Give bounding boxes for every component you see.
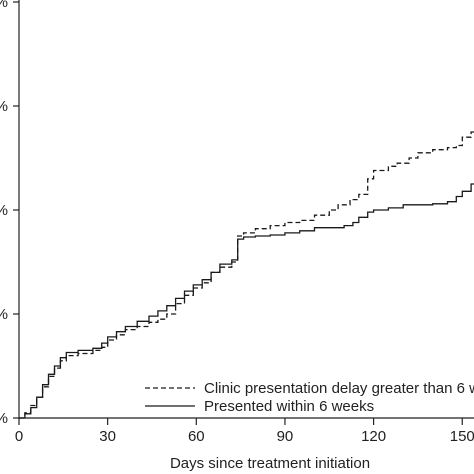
plot-frame — [18, 0, 474, 419]
x-axis-title: Days since treatment initiation — [170, 455, 370, 472]
y-tick-label: % — [0, 202, 8, 219]
x-ticks: 0 30 60 90 120 150 — [15, 418, 474, 445]
series-layer — [19, 131, 474, 419]
x-tick-label: 120 — [361, 428, 386, 445]
legend: Clinic presentation delay greater than 6… — [145, 380, 474, 415]
y-tick-label: % — [0, 410, 8, 427]
y-tick-label: % — [0, 0, 8, 11]
series-line-1 — [19, 183, 474, 419]
y-ticks: %%%%% — [0, 0, 19, 427]
x-tick-label: 60 — [188, 428, 205, 445]
series-line-0 — [19, 131, 474, 419]
x-tick-label: 150 — [450, 428, 474, 445]
legend-label-0: Clinic presentation delay greater than 6… — [204, 380, 474, 397]
y-tick-label: % — [0, 98, 8, 115]
legend-label-1: Presented within 6 weeks — [204, 398, 374, 415]
x-tick-label: 30 — [99, 428, 116, 445]
x-tick-label: 90 — [277, 428, 294, 445]
x-tick-label: 0 — [15, 428, 23, 445]
y-tick-label: % — [0, 306, 8, 323]
